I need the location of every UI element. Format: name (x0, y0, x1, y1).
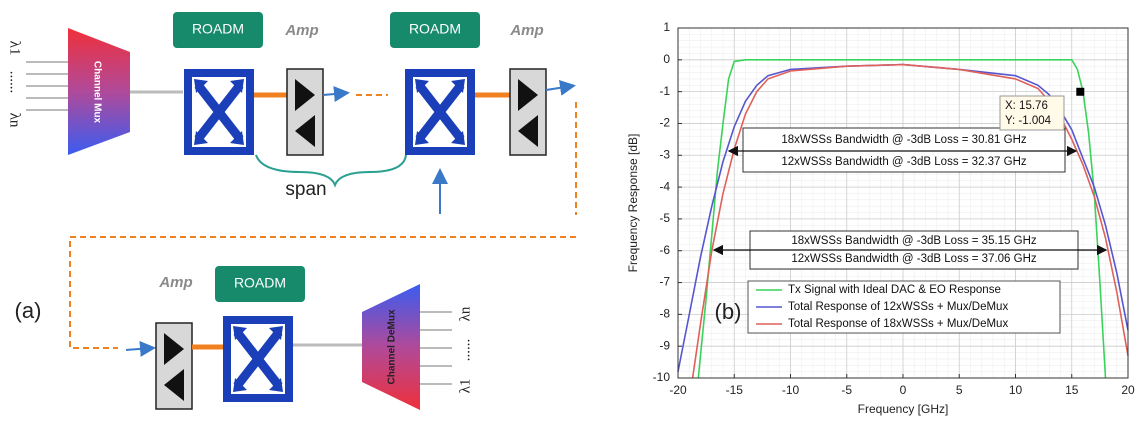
annotation: 18xWSSs Bandwidth @ -3dB Loss = 30.81 GH… (781, 134, 1027, 146)
y-tick-label: -4 (659, 179, 670, 193)
roadm-switch (405, 69, 475, 155)
x-tick-label: 10 (1009, 383, 1023, 397)
y-tick-label: 1 (663, 20, 670, 34)
x-tick-label: -10 (782, 383, 800, 397)
x-axis-label: Frequency [GHz] (858, 402, 949, 416)
input-label: λn (7, 113, 23, 128)
x-tick-label: 0 (900, 383, 907, 397)
x-tick-label: -15 (726, 383, 744, 397)
y-tick-label: -5 (659, 211, 670, 225)
datatip: Y: -1.004 (1005, 115, 1052, 127)
y-axis-label: Frequency Response [dB] (626, 134, 640, 273)
output-lines (420, 312, 452, 384)
annotation: 12xWSSs Bandwidth @ -3dB Loss = 37.06 GH… (791, 253, 1037, 265)
y-tick-label: -10 (653, 370, 671, 384)
legend-label: Tx Signal with Ideal DAC & EO Response (788, 284, 1001, 296)
y-tick-label: -7 (659, 275, 670, 289)
annotation: 18xWSSs Bandwidth @ -3dB Loss = 35.15 GH… (791, 235, 1037, 247)
datatip: X: 15.76 (1005, 100, 1048, 112)
y-tick-label: -9 (659, 338, 670, 352)
roadm-label: ROADM (409, 21, 461, 37)
diagram-a: λ1 ...... λn Channel Mux ROADM Amp ROADM… (7, 12, 576, 410)
amp-label: Amp (158, 274, 192, 291)
amp-label: Amp (509, 22, 543, 39)
input-label: ...... (7, 71, 23, 94)
arrow (546, 86, 572, 90)
chart-b: Frequency [GHz] Frequency Response [dB] … (626, 20, 1135, 416)
output-label: λ1 (457, 379, 473, 394)
figure: λ1 ...... λn Channel Mux ROADM Amp ROADM… (0, 0, 1136, 421)
demux-label: Channel DeMux (387, 309, 398, 384)
roadm-switch (223, 316, 293, 402)
roadm-label: ROADM (234, 275, 286, 291)
x-tick-label: 5 (956, 383, 963, 397)
output-label: λn (457, 306, 473, 321)
span-brace (256, 155, 406, 185)
roadm-switch (184, 69, 254, 155)
arrow (323, 93, 346, 95)
mux-label: Channel Mux (91, 61, 102, 124)
legend-items: Tx Signal with Ideal DAC & EO Response To… (756, 284, 1008, 330)
datatip-marker (1076, 88, 1084, 96)
y-tick-label: -1 (659, 84, 670, 98)
amp-label: Amp (284, 22, 318, 39)
amplifier (510, 69, 546, 155)
arrow (126, 348, 152, 350)
y-tick-label: -8 (659, 307, 670, 321)
x-tick-label: 20 (1121, 383, 1135, 397)
x-tick-label: -20 (669, 383, 687, 397)
legend-label: Total Response of 12xWSSs + Mux/DeMux (788, 301, 1008, 313)
input-label: λ1 (7, 41, 23, 56)
amplifier (156, 323, 192, 409)
y-tick-label: -6 (659, 243, 670, 257)
annotation: 12xWSSs Bandwidth @ -3dB Loss = 32.37 GH… (781, 156, 1027, 168)
input-lines (26, 62, 68, 110)
panel-label: (a) (15, 298, 42, 323)
roadm-label: ROADM (192, 21, 244, 37)
y-tick-label: 0 (663, 52, 670, 66)
amplifier (287, 69, 323, 155)
legend-label: Total Response of 18xWSSs + Mux/DeMux (788, 318, 1008, 330)
output-label: ...... (457, 339, 473, 362)
span-label: span (285, 179, 326, 200)
x-tick-label: 15 (1065, 383, 1079, 397)
y-tick-label: -3 (659, 147, 670, 161)
panel-label: (b) (715, 299, 742, 324)
y-tick-label: -2 (659, 116, 670, 130)
x-tick-label: -5 (841, 383, 852, 397)
